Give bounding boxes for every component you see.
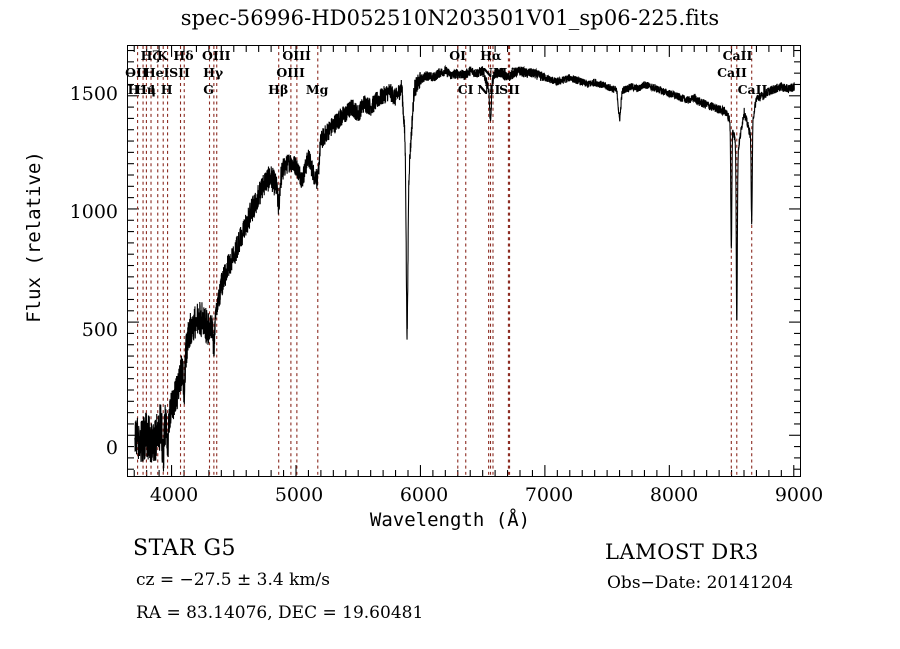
object-class-and-type: STAR G5 [133, 536, 237, 561]
xtick-label-7000: 7000 [524, 484, 574, 506]
ytick-label-1000: 1000 [69, 201, 118, 223]
line-label-OIII-c: OIII [282, 48, 311, 63]
ytick-label-500: 500 [81, 319, 118, 341]
plot-frame [127, 45, 801, 477]
line-label-HeI: HeI [143, 65, 170, 80]
ytick-label-0: 0 [105, 437, 118, 459]
y-axis-label: Flux (relative) [23, 151, 45, 323]
coordinates: RA = 83.14076, DEC = 19.60481 [136, 603, 424, 623]
xtick-label-9000: 9000 [774, 484, 824, 506]
line-label-OIII-b: OIII [276, 65, 305, 80]
line-label-CI: CI [457, 82, 474, 97]
page-title: spec-56996-HD052510N203501V01_sp06-225.f… [180, 6, 720, 30]
spectrum-canvas [128, 46, 800, 476]
line-label-Hbeta: Hβ [268, 82, 289, 97]
line-label-H9: Hζ [140, 48, 160, 63]
line-label-SII-b: SII [499, 82, 520, 97]
xtick-label-5000: 5000 [274, 484, 324, 506]
xtick-label-8000: 8000 [649, 484, 699, 506]
xtick-label-4000: 4000 [149, 484, 199, 506]
line-label-CaII-1: CaII [717, 65, 747, 80]
line-label-Hgamma: Hγ [203, 65, 224, 80]
line-label-CaII-3: CaII [737, 82, 768, 97]
line-label-G: G [203, 82, 214, 97]
line-label-H10: Hη [134, 82, 156, 97]
ytick-label-1500: 1500 [69, 83, 118, 105]
line-label-H: H [160, 82, 173, 97]
line-label-OII: OII [125, 65, 148, 80]
line-label-Mg: Mg [305, 82, 329, 97]
observation-date: Obs−Date: 20141204 [607, 573, 794, 593]
radial-velocity: cz = −27.5 ± 3.4 km/s [136, 570, 330, 590]
axis-tickmarks [128, 46, 800, 476]
survey-name: LAMOST DR3 [605, 540, 759, 564]
line-label-Hdelta: Hδ [173, 48, 194, 63]
line-label-SII: SII [169, 65, 190, 80]
line-label-NII-b: NII [481, 65, 505, 80]
xtick-label-6000: 6000 [399, 484, 449, 506]
line-label-OI: OI [449, 48, 466, 63]
x-axis-label: Wavelength (Å) [369, 509, 531, 531]
spectral-line-markers [137, 46, 753, 476]
line-label-Li: Li [501, 65, 516, 80]
line-label-NII-a: NII [477, 82, 501, 97]
spectrum-curve [134, 64, 795, 472]
line-label-CaII-2: CaII [722, 48, 753, 63]
line-label-OIII-a: OIII [201, 48, 231, 63]
line-label-H11: H11 [127, 82, 157, 97]
line-label-K: K [156, 48, 168, 63]
line-label-Halpha: Hα [480, 48, 502, 63]
